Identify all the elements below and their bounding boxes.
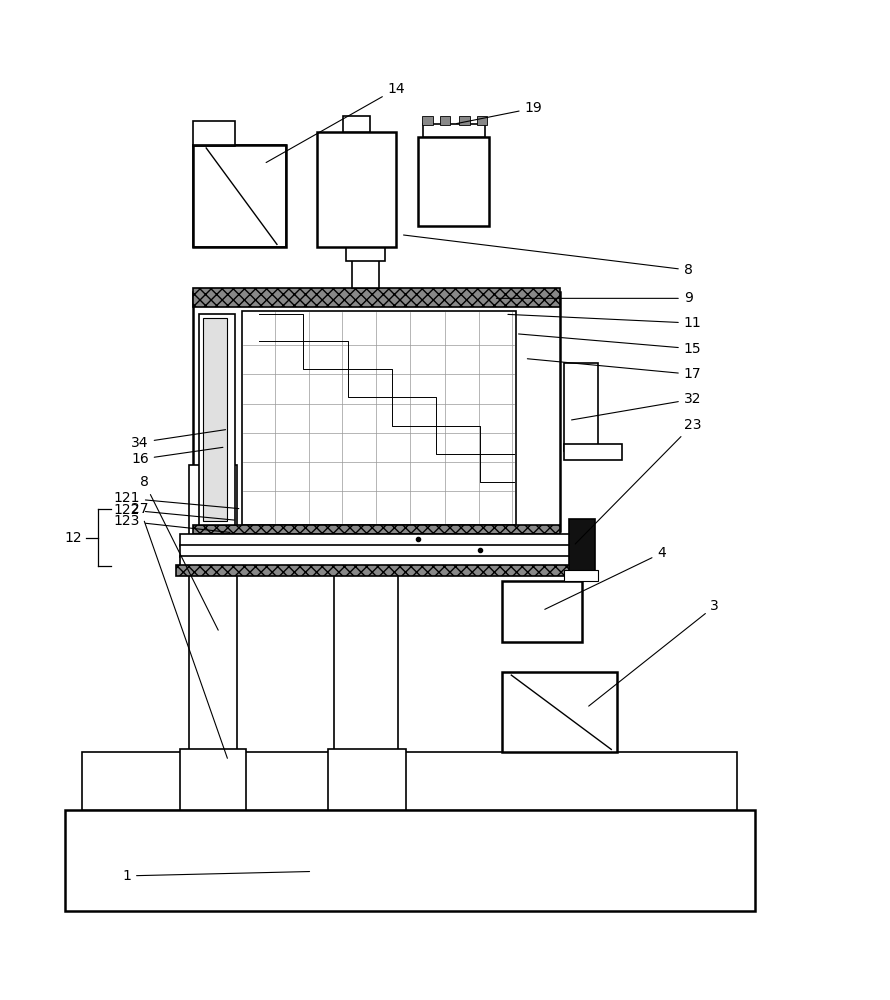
Bar (180, 556, 578, 567)
Bar (459, 116, 470, 125)
Bar (569, 519, 595, 573)
Bar (193, 525, 560, 534)
Bar (352, 252, 378, 288)
Text: 3: 3 (588, 599, 719, 706)
Bar (422, 116, 433, 125)
Bar (503, 672, 618, 752)
Bar (180, 749, 246, 810)
Bar (189, 465, 237, 752)
Bar (564, 570, 598, 581)
Text: 15: 15 (519, 334, 701, 356)
Text: 27: 27 (131, 502, 227, 758)
Text: 8: 8 (140, 475, 218, 630)
Bar (477, 116, 488, 125)
Bar (176, 565, 581, 576)
Bar (83, 752, 737, 810)
Bar (346, 247, 384, 261)
Text: 8: 8 (403, 235, 692, 277)
Bar (193, 145, 286, 247)
Bar (564, 363, 598, 451)
Text: 1: 1 (122, 869, 310, 883)
Text: 9: 9 (497, 291, 692, 305)
Bar (423, 124, 485, 137)
Text: 14: 14 (266, 82, 405, 163)
Bar (328, 749, 406, 810)
Bar (344, 116, 370, 132)
Bar (418, 137, 490, 226)
Text: 23: 23 (575, 418, 701, 544)
Text: 122: 122 (114, 503, 234, 520)
Bar (564, 444, 622, 460)
Bar (193, 121, 235, 146)
Text: 16: 16 (131, 447, 222, 466)
Bar (440, 116, 450, 125)
Text: 17: 17 (528, 359, 701, 381)
Text: 12: 12 (65, 531, 83, 545)
Bar (317, 132, 396, 247)
Bar (503, 581, 582, 642)
Text: 32: 32 (571, 392, 701, 420)
Bar (180, 545, 578, 557)
Text: 123: 123 (114, 514, 230, 532)
Bar (203, 318, 228, 521)
Bar (335, 527, 398, 752)
Bar (65, 810, 755, 911)
Bar (241, 311, 516, 525)
Bar (193, 288, 560, 307)
Text: 34: 34 (131, 430, 225, 450)
Bar (199, 314, 234, 525)
Text: 11: 11 (508, 314, 701, 330)
Text: 4: 4 (545, 546, 666, 609)
Text: 121: 121 (113, 491, 239, 509)
Text: 19: 19 (457, 101, 542, 124)
Bar (193, 145, 286, 247)
Bar (193, 292, 560, 531)
Bar (180, 534, 578, 546)
